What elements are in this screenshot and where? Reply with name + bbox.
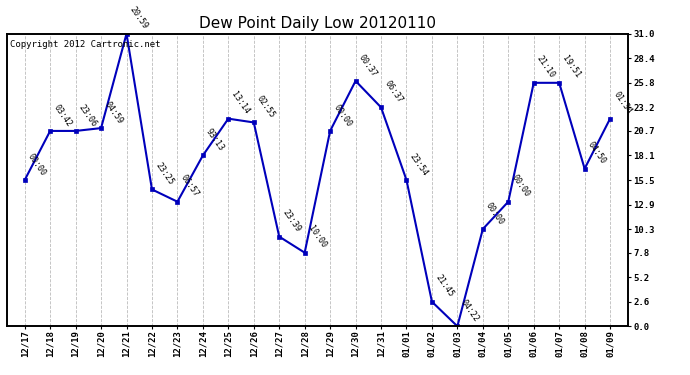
Text: 01:34: 01:34 <box>611 90 633 116</box>
Text: 04:50: 04:50 <box>586 140 608 166</box>
Text: 03:42: 03:42 <box>52 102 73 128</box>
Text: 93:13: 93:13 <box>204 127 226 153</box>
Text: 06:37: 06:37 <box>382 79 404 105</box>
Text: 00:00: 00:00 <box>484 201 506 226</box>
Text: 04:22: 04:22 <box>459 298 480 324</box>
Text: 00:37: 00:37 <box>357 53 379 78</box>
Text: 23:54: 23:54 <box>408 152 430 177</box>
Text: 23:25: 23:25 <box>153 161 175 187</box>
Text: 13:14: 13:14 <box>230 90 251 116</box>
Text: Copyright 2012 Cartronic.net: Copyright 2012 Cartronic.net <box>10 40 161 49</box>
Text: 21:45: 21:45 <box>433 273 455 299</box>
Text: 00:00: 00:00 <box>510 173 531 199</box>
Text: 06:57: 06:57 <box>179 173 201 199</box>
Text: 21:10: 21:10 <box>535 54 557 80</box>
Text: 00:00: 00:00 <box>26 152 48 177</box>
Text: 00:00: 00:00 <box>331 102 353 128</box>
Text: 04:59: 04:59 <box>102 100 124 125</box>
Text: 19:51: 19:51 <box>560 54 582 80</box>
Title: Dew Point Daily Low 20120110: Dew Point Daily Low 20120110 <box>199 16 436 31</box>
Text: 10:00: 10:00 <box>306 224 328 250</box>
Text: 23:06: 23:06 <box>77 102 99 128</box>
Text: 20:59: 20:59 <box>128 5 150 31</box>
Text: 23:39: 23:39 <box>281 208 302 234</box>
Text: 02:55: 02:55 <box>255 94 277 120</box>
